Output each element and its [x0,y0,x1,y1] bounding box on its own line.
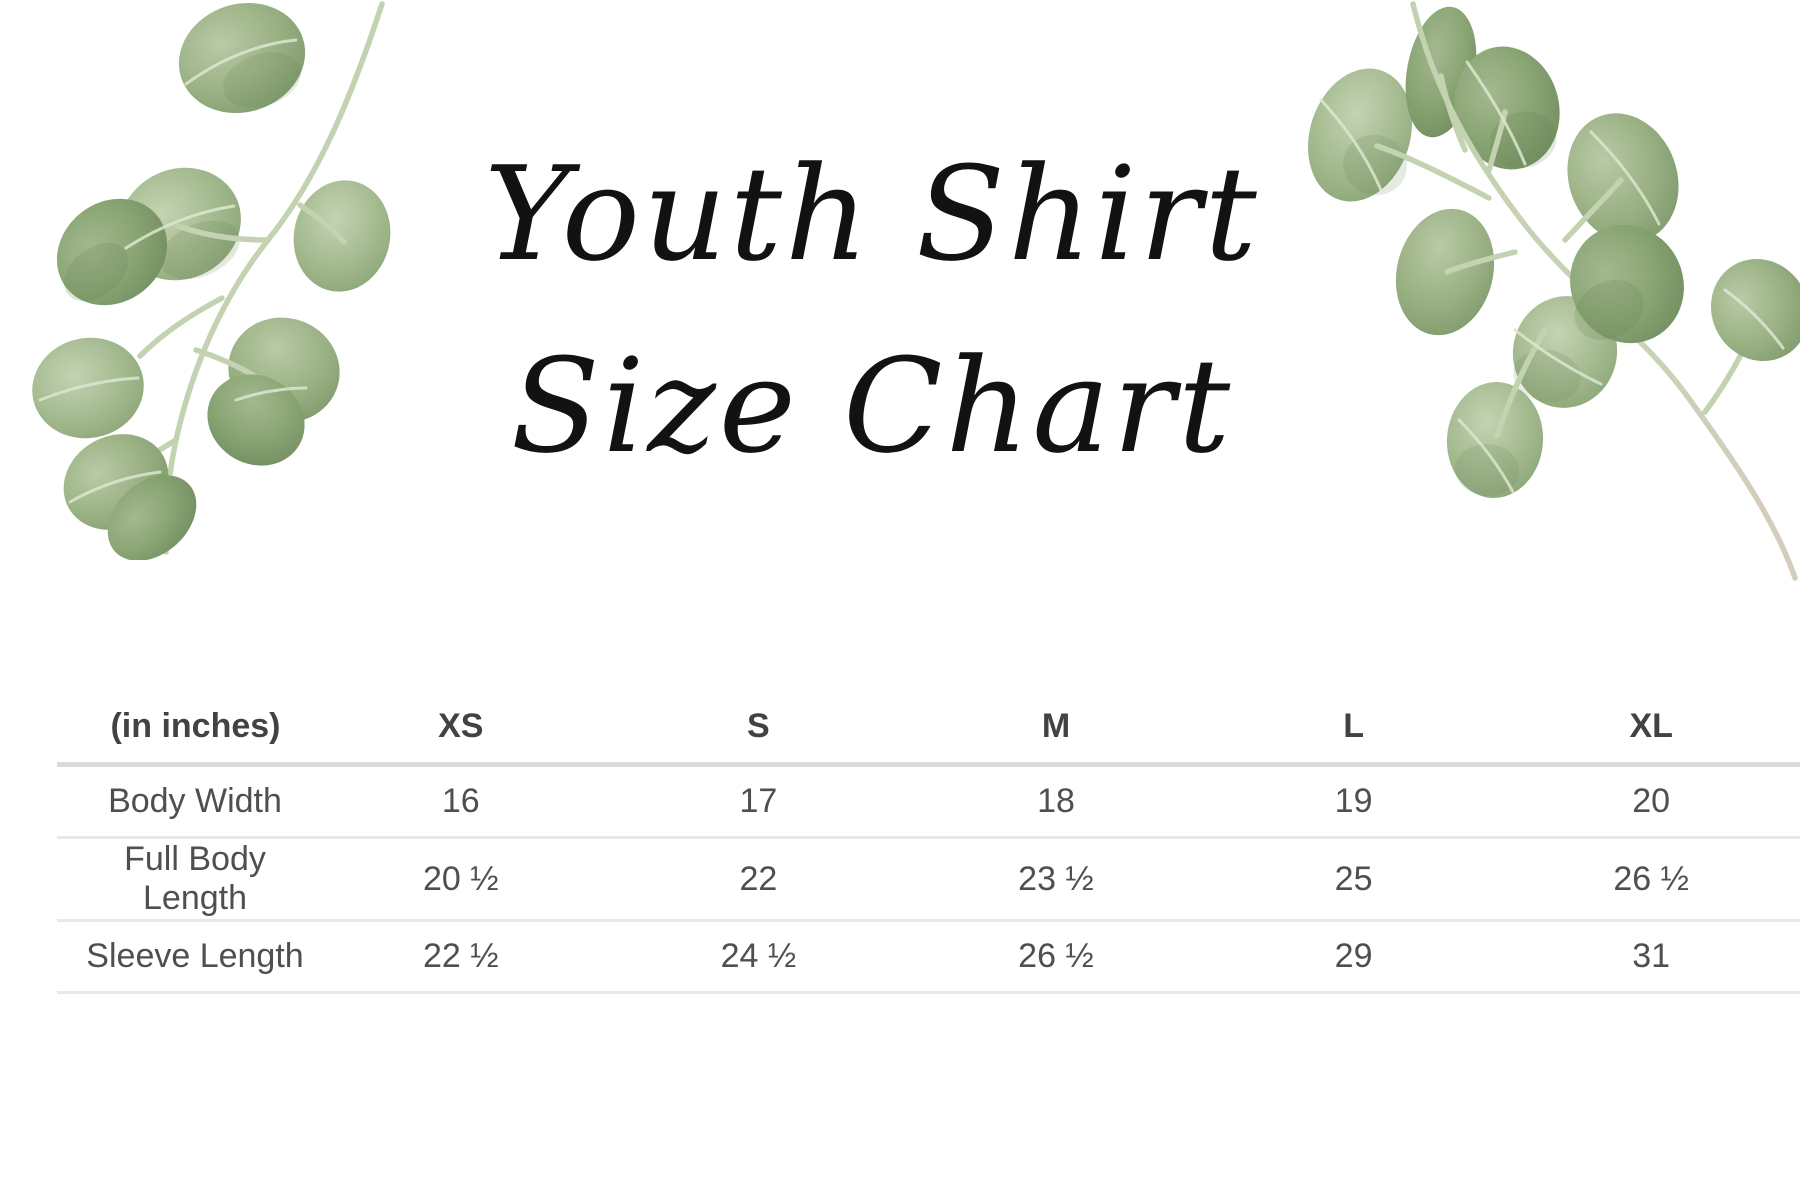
size-value-cell: 16 [312,764,610,839]
size-value-cell: 22 [609,837,908,922]
column-header-xs: XS [312,690,610,767]
title-line-1: Youth Shirt [484,138,1260,290]
title-line-2: Size Chart [510,330,1234,482]
table-row-sleeve-length: Sleeve Length 22 ½ 24 ½ 26 ½ 29 31 [57,920,1800,994]
size-value-cell: 29 [1204,920,1503,994]
size-value-cell: 18 [907,764,1205,839]
eucalyptus-leaf [178,2,306,114]
row-label: Full Body Length [57,837,312,922]
size-value-cell: 26 ½ [907,920,1205,994]
size-value-cell: 19 [1204,764,1503,839]
size-value-cell: 23 ½ [907,837,1205,922]
page-title: Youth Shirt Size Chart [0,118,1744,502]
table-header-row: (in inches) XS S M L XL [57,690,1800,767]
size-value-cell: 20 [1502,764,1800,839]
column-header-l: L [1204,690,1503,767]
column-header-m: M [907,690,1205,767]
column-header-xl: XL [1502,690,1800,767]
row-label: Sleeve Length [57,920,312,994]
unit-label: (in inches) [57,690,312,767]
size-value-cell: 31 [1502,920,1800,994]
size-value-cell: 25 [1204,837,1503,922]
size-value-cell: 17 [609,764,908,839]
size-chart-table: (in inches) XS S M L XL Body Width 16 17… [57,690,1800,994]
size-value-cell: 26 ½ [1502,837,1800,922]
table-row-body-width: Body Width 16 17 18 19 20 [57,764,1800,839]
column-header-s: S [609,690,908,767]
table-row-full-body-length: Full Body Length 20 ½ 22 23 ½ 25 26 ½ [57,837,1800,922]
size-value-cell: 22 ½ [312,920,610,994]
size-value-cell: 20 ½ [312,837,610,922]
size-value-cell: 24 ½ [609,920,908,994]
row-label: Body Width [57,764,312,839]
